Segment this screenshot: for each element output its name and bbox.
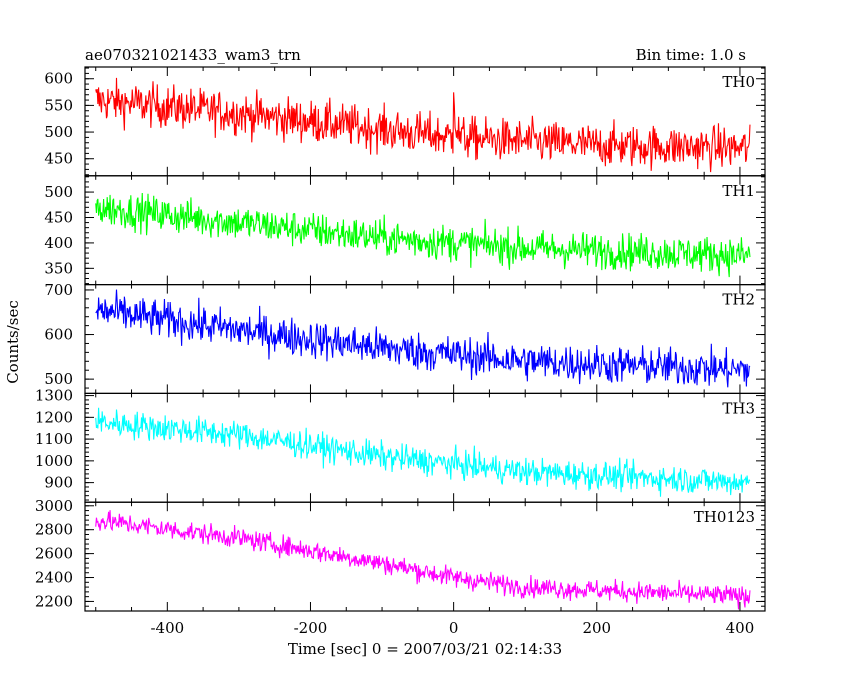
series-line-th2	[95, 289, 751, 388]
series-line-th3	[95, 407, 751, 497]
x-axis-label: Time [sec] 0 = 2007/03/21 02:14:33	[288, 640, 562, 658]
panel-label: TH3	[722, 399, 755, 417]
series-line-th0123	[95, 510, 751, 610]
y-tick-label: 400	[44, 234, 73, 252]
y-tick-label: 500	[44, 123, 73, 141]
bin-time-label: Bin time: 1.0 s	[636, 46, 746, 64]
panel-label: TH1	[722, 182, 755, 200]
y-tick-label: 450	[44, 150, 73, 168]
y-tick-label: 1200	[35, 408, 73, 426]
panel-frame	[84, 284, 766, 395]
y-axis-label: Counts/sec	[4, 300, 22, 384]
panel-frame	[84, 501, 766, 612]
y-tick-label: 500	[44, 183, 73, 201]
series-line-th1	[95, 193, 751, 278]
panels-group: 450 500 550 600 TH0 350 400 450 500 TH1 500 600 700 T…	[35, 66, 766, 612]
x-tick-label: -200	[294, 619, 328, 637]
panel-th1: 350 400 450 500 TH1	[44, 175, 766, 286]
y-tick-label: 1300	[35, 387, 73, 405]
x-tick-label: -400	[150, 619, 184, 637]
panel-frame	[84, 175, 766, 286]
chart-title: ae070321021433_wam3_trn	[85, 46, 301, 64]
y-tick-label: 2600	[35, 545, 73, 563]
y-tick-label: 600	[44, 326, 73, 344]
y-tick-label: 600	[44, 70, 73, 88]
x-tick-label: 0	[449, 619, 459, 637]
panel-th3: 900 1000 1100 1200 1300 TH3	[35, 387, 766, 503]
y-tick-label: 2200	[35, 592, 73, 610]
panel-label: TH2	[722, 291, 755, 309]
panel-label: TH0123	[694, 508, 755, 526]
y-tick-label: 350	[44, 259, 73, 277]
panel-frame	[84, 392, 766, 503]
x-tick-label: 400	[726, 619, 755, 637]
panel-th0: 450 500 550 600 TH0	[44, 66, 766, 177]
y-tick-label: 450	[44, 208, 73, 226]
panel-th2: 500 600 700 TH2	[44, 281, 766, 395]
panel-th0123: 2200 2400 2600 2800 3000 TH0123	[35, 497, 766, 612]
y-tick-label: 900	[44, 474, 73, 492]
y-tick-label: 2400	[35, 569, 73, 587]
x-axis: -400 -200 0 200 400	[150, 619, 754, 637]
y-tick-label: 1100	[35, 430, 73, 448]
y-tick-label: 1000	[35, 452, 73, 470]
x-tick-label: 200	[582, 619, 611, 637]
y-tick-label: 2800	[35, 521, 73, 539]
y-tick-label: 700	[44, 281, 73, 299]
y-tick-label: 500	[44, 370, 73, 388]
series-line-th0	[95, 77, 751, 173]
panel-label: TH0	[722, 73, 755, 91]
y-tick-label: 550	[44, 96, 73, 114]
y-tick-label: 3000	[35, 497, 73, 515]
